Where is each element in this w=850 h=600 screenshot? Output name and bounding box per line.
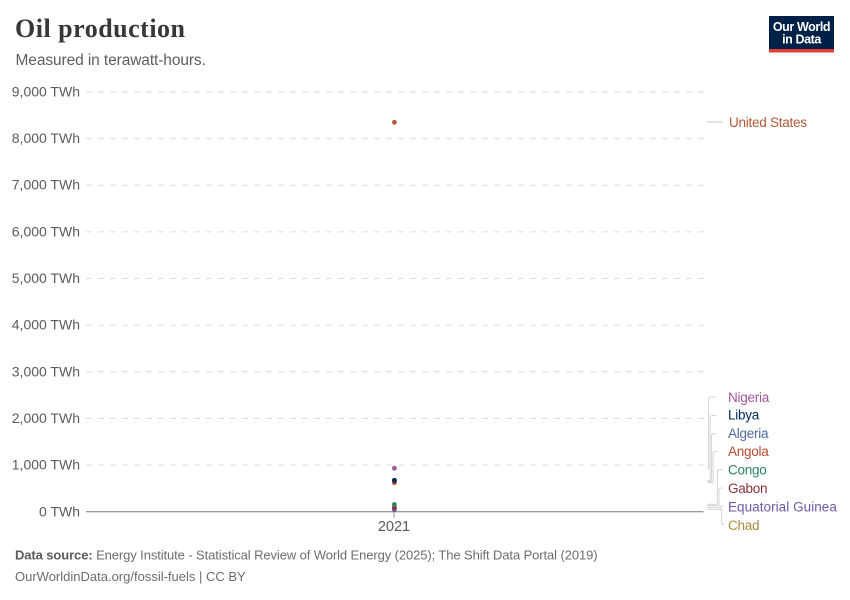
svg-text:Libya: Libya: [728, 408, 760, 423]
svg-text:Measured in terawatt-hours.: Measured in terawatt-hours.: [16, 52, 206, 69]
svg-text:4,000 TWh: 4,000 TWh: [12, 317, 80, 333]
svg-text:6,000 TWh: 6,000 TWh: [12, 223, 80, 239]
svg-text:3,000 TWh: 3,000 TWh: [12, 363, 80, 379]
svg-text:8,000 TWh: 8,000 TWh: [12, 130, 80, 146]
svg-text:Oil production: Oil production: [15, 14, 186, 43]
svg-text:Data source: Energy Institute: Data source: Energy Institute - Statisti…: [15, 548, 597, 563]
svg-text:United States: United States: [729, 115, 807, 130]
svg-text:Equatorial Guinea: Equatorial Guinea: [728, 500, 837, 515]
svg-text:Congo: Congo: [728, 463, 767, 478]
svg-text:Gabon: Gabon: [728, 481, 767, 496]
svg-text:9,000 TWh: 9,000 TWh: [12, 83, 80, 99]
svg-text:Algeria: Algeria: [728, 426, 769, 441]
svg-text:2,000 TWh: 2,000 TWh: [12, 410, 80, 426]
svg-text:Angola: Angola: [728, 444, 769, 459]
svg-text:7,000 TWh: 7,000 TWh: [12, 177, 80, 193]
svg-text:Our World: Our World: [773, 20, 830, 34]
svg-text:5,000 TWh: 5,000 TWh: [12, 270, 80, 286]
svg-text:2021: 2021: [378, 519, 410, 535]
svg-text:1,000 TWh: 1,000 TWh: [12, 457, 80, 473]
svg-text:in Data: in Data: [782, 33, 822, 47]
svg-text:OurWorldinData.org/fossil-fuel: OurWorldinData.org/fossil-fuels | CC BY: [15, 569, 246, 584]
svg-text:Chad: Chad: [728, 518, 759, 533]
svg-text:Nigeria: Nigeria: [728, 390, 770, 405]
svg-text:0 TWh: 0 TWh: [39, 503, 80, 519]
